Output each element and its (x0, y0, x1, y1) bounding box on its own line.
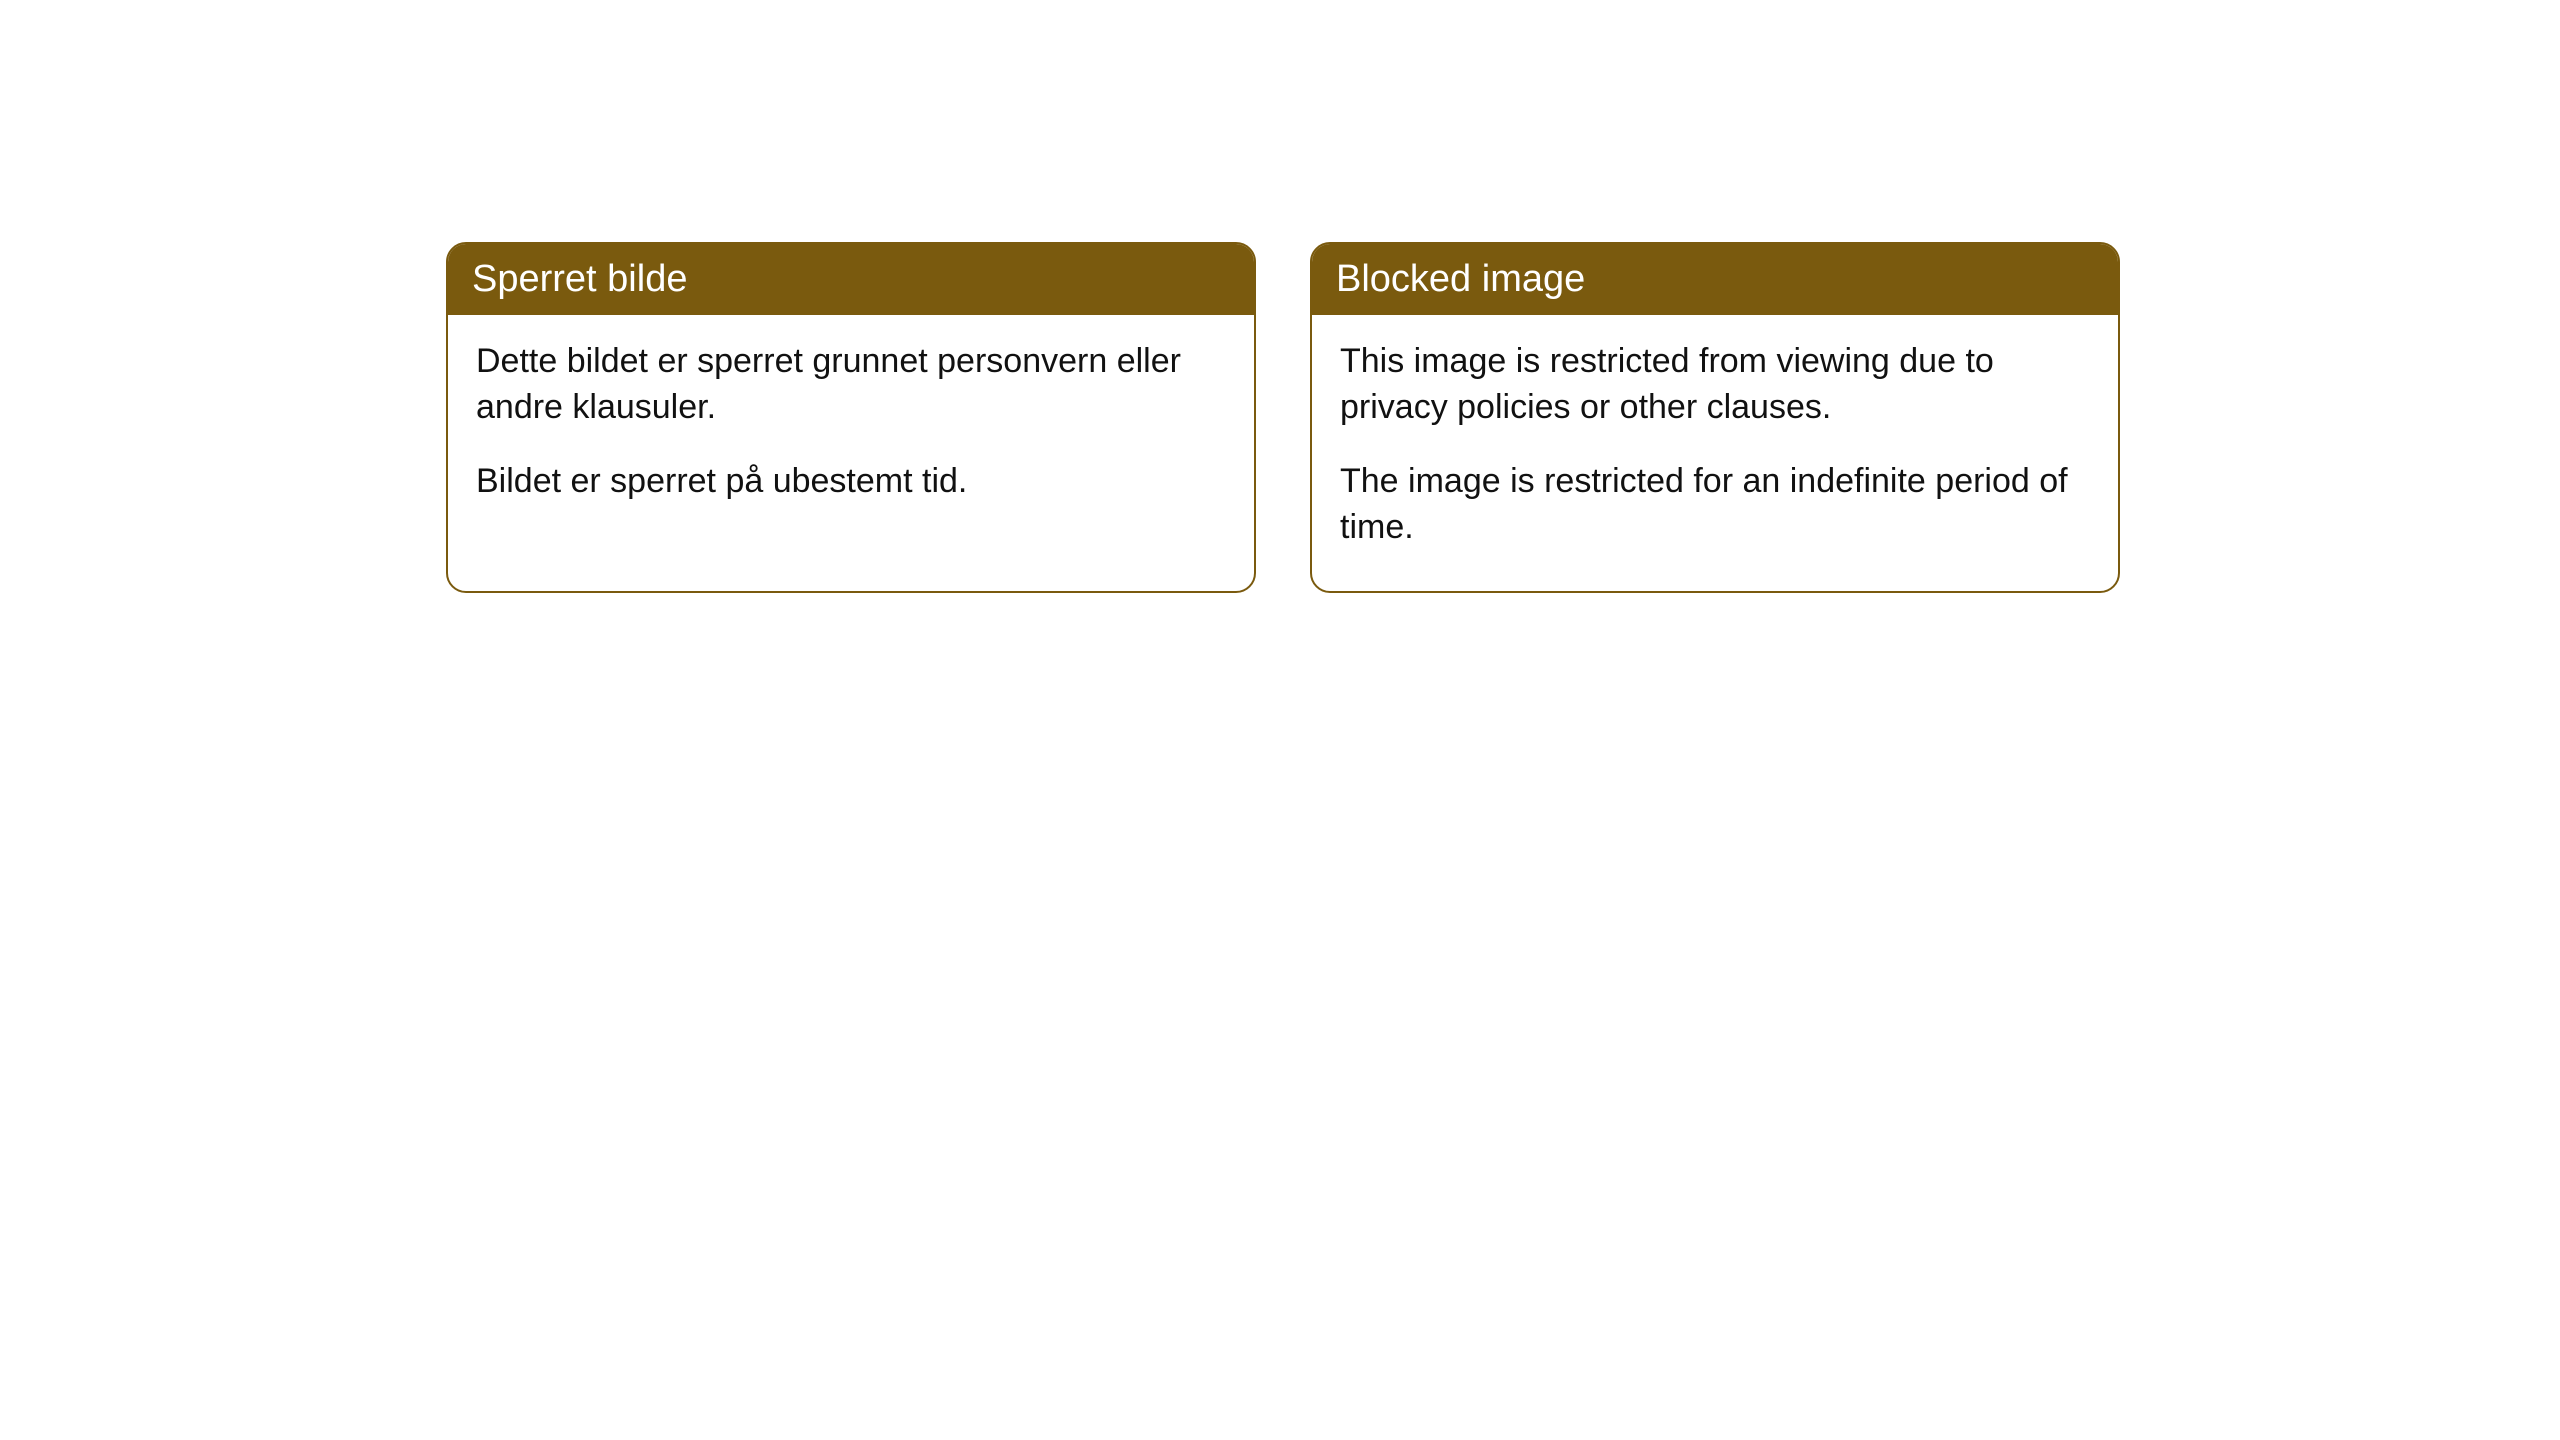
card-text-norwegian-2: Bildet er sperret på ubestemt tid. (476, 459, 1226, 505)
card-english: Blocked image This image is restricted f… (1310, 242, 2120, 593)
card-norwegian: Sperret bilde Dette bildet er sperret gr… (446, 242, 1256, 593)
card-header-english: Blocked image (1312, 244, 2118, 315)
card-body-english: This image is restricted from viewing du… (1312, 315, 2118, 591)
card-text-english-1: This image is restricted from viewing du… (1340, 339, 2090, 431)
card-body-norwegian: Dette bildet er sperret grunnet personve… (448, 315, 1254, 545)
card-header-norwegian: Sperret bilde (448, 244, 1254, 315)
cards-container: Sperret bilde Dette bildet er sperret gr… (0, 0, 2560, 593)
card-text-norwegian-1: Dette bildet er sperret grunnet personve… (476, 339, 1226, 431)
card-text-english-2: The image is restricted for an indefinit… (1340, 459, 2090, 551)
